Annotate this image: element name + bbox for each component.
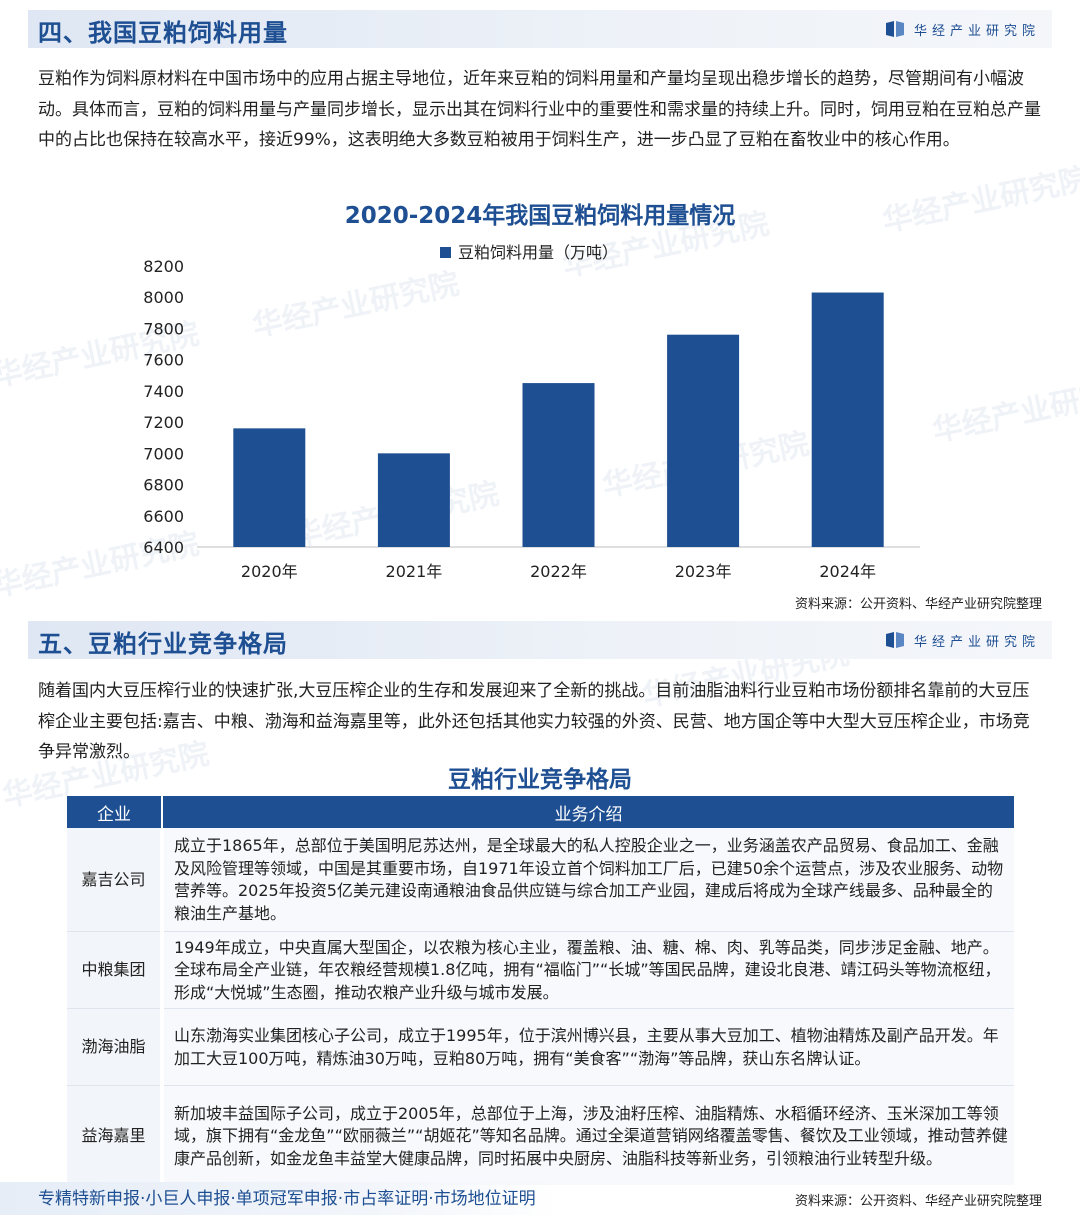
- company-description: 成立于1865年，总部位于美国明尼苏达州，是全球最大的私人控股企业之一，业务涵盖…: [162, 828, 1014, 931]
- footer-bar: [0, 1182, 560, 1215]
- bar: [811, 292, 884, 547]
- x-tick-label: 2022年: [530, 562, 587, 581]
- source-note: 资料来源：公开资料、华经产业研究院整理: [794, 1194, 1042, 1209]
- company-name: 益海嘉里: [67, 1084, 164, 1185]
- bar: [233, 428, 306, 547]
- y-tick-label: 8200: [143, 257, 184, 276]
- section-title: 四、我国豆粕饲料用量: [38, 19, 288, 47]
- y-tick-label: 7400: [143, 382, 184, 401]
- brand-name: 华经产业研究院: [913, 23, 1040, 39]
- section-paragraph: 随着国内大豆压榨行业的快速扩张,大豆压榨企业的生存和发展迎来了全新的挑战。目前油…: [38, 681, 1030, 762]
- brand-logo-icon: [885, 632, 904, 648]
- section-title: 五、豆粕行业竞争格局: [38, 630, 288, 658]
- table-header-row: 企业 业务介绍: [67, 796, 1014, 828]
- x-tick-label: 2024年: [819, 562, 876, 581]
- y-tick-label: 8000: [143, 288, 184, 307]
- bar: [522, 383, 595, 547]
- y-tick-label: 7000: [143, 444, 184, 463]
- company-name: 渤海油脂: [67, 1007, 164, 1085]
- y-tick-label: 6600: [143, 507, 184, 526]
- y-tick-label: 7800: [143, 319, 184, 338]
- x-tick-label: 2021年: [386, 562, 443, 581]
- y-tick-label: 7600: [143, 351, 184, 370]
- footer-links[interactable]: 专精特新申报·小巨人申报·单项冠军申报·市占率证明·市场地位证明: [38, 1189, 536, 1209]
- x-tick-label: 2020年: [241, 562, 298, 581]
- brand-mark: 华经产业研究院: [885, 630, 1040, 650]
- company-description: 新加坡丰益国际子公司，成立于2005年，总部位于上海，涉及油籽压榨、油脂精炼、水…: [162, 1084, 1014, 1185]
- table-row: 中粮集团 1949年成立，中央直属大型国企，以农粮为核心主业，覆盖粮、油、糖、棉…: [67, 930, 1014, 1008]
- company-description: 山东渤海实业集团核心子公司，成立于1995年，位于滨州博兴县，主要从事大豆加工、…: [162, 1007, 1014, 1085]
- y-tick-label: 6400: [143, 538, 184, 557]
- y-tick-label: 7200: [143, 413, 184, 432]
- section-paragraph: 豆粕作为饲料原材料在中国市场中的应用占据主导地位，近年来豆粕的饲料用量和产量均呈…: [38, 69, 1041, 150]
- table-title: 豆粕行业竞争格局: [448, 767, 632, 793]
- section-header: 四、我国豆粕饲料用量 华经产业研究院: [28, 10, 1052, 48]
- source-note: 资料来源：公开资料、华经产业研究院整理: [794, 597, 1042, 612]
- table-row: 益海嘉里 新加坡丰益国际子公司，成立于2005年，总部位于上海，涉及油籽压榨、油…: [67, 1084, 1014, 1185]
- chart-title: 2020-2024年我国豆粕饲料用量情况: [344, 203, 736, 229]
- bar-chart: 豆粕饲料用量（万吨） 6400 6600 6800 7000 7200 7400 7600 78…: [143, 243, 920, 581]
- legend-swatch: [440, 247, 451, 258]
- legend-label: 豆粕饲料用量（万吨）: [458, 243, 618, 262]
- company-name: 嘉吉公司: [67, 828, 164, 931]
- table-row: 嘉吉公司 成立于1865年，总部位于美国明尼苏达州，是全球最大的私人控股企业之一…: [67, 828, 1014, 931]
- brand-mark: 华经产业研究院: [885, 19, 1040, 39]
- brand-logo-icon: [885, 21, 904, 37]
- bar: [667, 334, 740, 547]
- column-header-business: 业务介绍: [162, 796, 1014, 828]
- column-header-company: 企业: [67, 796, 163, 828]
- company-description: 1949年成立，中央直属大型国企，以农粮为核心主业，覆盖粮、油、糖、棉、肉、乳等…: [162, 930, 1014, 1008]
- y-tick-label: 6800: [143, 476, 184, 495]
- company-name: 中粮集团: [67, 930, 164, 1008]
- section-header: 五、豆粕行业竞争格局 华经产业研究院: [28, 621, 1052, 659]
- table-row: 渤海油脂 山东渤海实业集团核心子公司，成立于1995年，位于滨州博兴县，主要从事…: [67, 1007, 1014, 1085]
- competition-table: 企业 业务介绍 嘉吉公司 成立于1865年，总部位于美国明尼苏达州，是全球最大的…: [67, 796, 1014, 1185]
- brand-name: 华经产业研究院: [913, 634, 1040, 650]
- x-tick-label: 2023年: [675, 562, 732, 581]
- bar: [377, 453, 450, 547]
